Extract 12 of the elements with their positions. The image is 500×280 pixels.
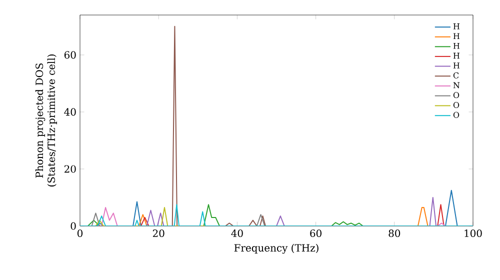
x-tick-label: 0 (77, 230, 83, 238)
x-tick-label: 100 (464, 230, 482, 238)
y-tick-label: 20 (64, 165, 76, 173)
x-tick-label: 20 (152, 230, 164, 238)
x-axis-title: Frequency (THz) (234, 244, 318, 254)
x-tick-label: 40 (231, 230, 243, 238)
y-tick-label: 0 (70, 222, 76, 230)
y-axis-title: Phonon projected DOS (States/THz·primitive cell) (35, 54, 57, 186)
x-tick-label: 80 (388, 230, 400, 238)
y-tick-label: 40 (64, 108, 76, 116)
x-tick-label: 60 (310, 230, 322, 238)
y-tick-label: 60 (64, 51, 76, 59)
